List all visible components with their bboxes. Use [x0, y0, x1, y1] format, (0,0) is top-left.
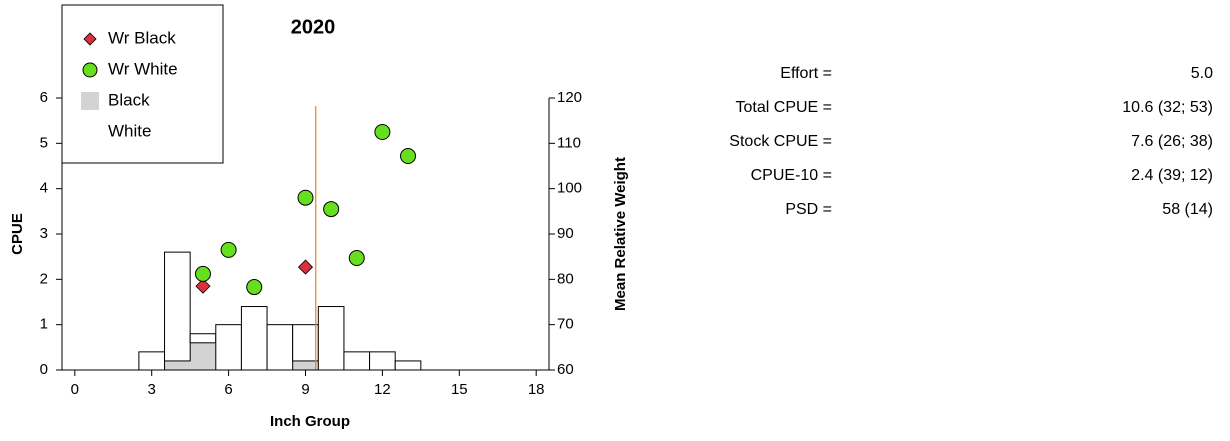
- y2-tick-label: 100: [557, 180, 582, 197]
- legend-label: Wr Black: [108, 28, 176, 47]
- circle-marker: [82, 62, 98, 78]
- stat-label: Effort =: [780, 65, 832, 82]
- y-tick-label: 6: [40, 89, 48, 106]
- y-tick-label: 2: [40, 270, 48, 287]
- stat-label: PSD =: [785, 201, 832, 218]
- bar: [343, 351, 371, 371]
- y-tick-label: 0: [40, 361, 48, 378]
- legend-label: Wr White: [108, 59, 178, 78]
- circle-marker: [194, 265, 211, 282]
- stat-value: 10.6 (32; 53): [1122, 99, 1213, 116]
- circle-marker: [246, 279, 263, 296]
- x-tick-label: 15: [451, 381, 468, 398]
- bar: [164, 251, 191, 362]
- bars: [138, 251, 422, 371]
- stat-label: Stock CPUE =: [729, 133, 832, 150]
- y-axis-label: CPUE: [9, 213, 26, 255]
- bar: [240, 306, 268, 371]
- legend-label: Black: [108, 90, 150, 109]
- square-marker: [81, 92, 99, 110]
- y-tick-label: 5: [40, 134, 48, 151]
- y2-tick-label: 70: [557, 316, 574, 333]
- bar: [164, 360, 191, 370]
- bar: [215, 324, 242, 371]
- points: [194, 124, 417, 296]
- circle-marker: [374, 124, 391, 140]
- bar: [292, 360, 319, 370]
- bar: [394, 360, 422, 371]
- y2-tick-label: 110: [557, 134, 581, 151]
- stat-value: 5.0: [1191, 65, 1213, 82]
- y2-tick-label: 80: [557, 270, 574, 287]
- bar: [266, 324, 294, 371]
- y2-axis-label: Mean Relative Weight: [612, 157, 629, 311]
- circle-marker: [323, 201, 340, 218]
- bar: [189, 333, 217, 344]
- legend-label: White: [108, 121, 151, 140]
- stat-value: 2.4 (39; 12): [1131, 167, 1213, 184]
- bar: [292, 324, 319, 362]
- x-tick-label: 9: [301, 381, 309, 398]
- bar: [190, 342, 216, 370]
- y-tick-label: 4: [40, 180, 48, 197]
- y-tick-label: 1: [40, 316, 48, 333]
- bar: [369, 351, 396, 371]
- y2-tick-label: 120: [557, 89, 582, 106]
- stat-value: 7.6 (26; 38): [1131, 133, 1213, 150]
- x-tick-label: 6: [224, 381, 232, 398]
- circle-marker: [400, 148, 417, 165]
- y2-tick-label: 90: [557, 225, 574, 242]
- legend: Wr Black Wr White Black White: [61, 4, 224, 164]
- x-tick-label: 0: [71, 381, 79, 398]
- y-tick-label: 3: [40, 225, 48, 242]
- x-tick-label: 12: [374, 381, 391, 398]
- legend-box: [61, 4, 224, 164]
- circle-marker: [348, 250, 365, 267]
- stat-label: Total CPUE =: [736, 99, 832, 116]
- circle-marker: [220, 241, 237, 258]
- diamond-marker: [195, 278, 211, 294]
- diamond-marker: [297, 259, 314, 275]
- diamond-marker: [83, 32, 97, 46]
- stat-label: CPUE-10 =: [751, 167, 832, 184]
- circle-marker: [297, 189, 314, 206]
- y2-tick-label: 60: [557, 361, 574, 378]
- x-tick-label: 3: [148, 381, 156, 398]
- stats-table: Effort = 5.0 Total CPUE = 10.6 (32; 53) Stoc…: [729, 65, 1213, 218]
- bar: [317, 306, 345, 371]
- square-marker: [81, 123, 99, 141]
- bar: [138, 351, 166, 371]
- x-axis-label: Inch Group: [270, 413, 350, 430]
- stat-value: 58 (14): [1162, 201, 1213, 218]
- chart-title: 2020: [291, 16, 336, 38]
- x-tick-label: 18: [528, 381, 545, 398]
